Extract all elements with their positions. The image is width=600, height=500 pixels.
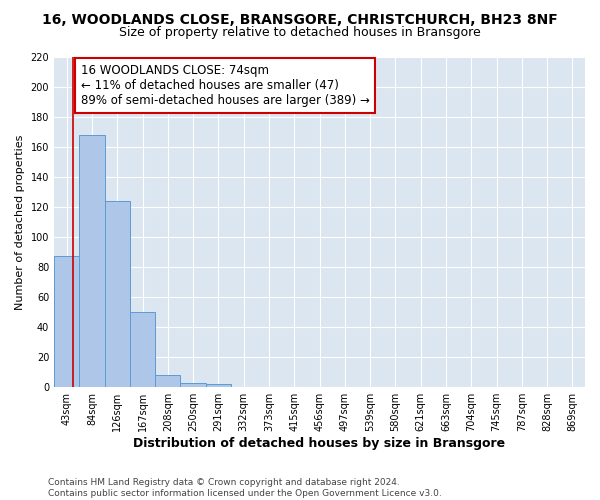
Text: Size of property relative to detached houses in Bransgore: Size of property relative to detached ho…	[119, 26, 481, 39]
Text: 16 WOODLANDS CLOSE: 74sqm
← 11% of detached houses are smaller (47)
89% of semi-: 16 WOODLANDS CLOSE: 74sqm ← 11% of detac…	[80, 64, 370, 107]
Bar	[104, 201, 130, 387]
Y-axis label: Number of detached properties: Number of detached properties	[15, 134, 25, 310]
Bar	[206, 384, 231, 387]
Bar	[155, 375, 181, 387]
Text: 16, WOODLANDS CLOSE, BRANSGORE, CHRISTCHURCH, BH23 8NF: 16, WOODLANDS CLOSE, BRANSGORE, CHRISTCH…	[42, 12, 558, 26]
Bar	[79, 134, 104, 387]
Bar	[54, 256, 79, 387]
Bar	[181, 382, 206, 387]
Text: Contains HM Land Registry data © Crown copyright and database right 2024.
Contai: Contains HM Land Registry data © Crown c…	[48, 478, 442, 498]
X-axis label: Distribution of detached houses by size in Bransgore: Distribution of detached houses by size …	[133, 437, 506, 450]
Bar	[130, 312, 155, 387]
